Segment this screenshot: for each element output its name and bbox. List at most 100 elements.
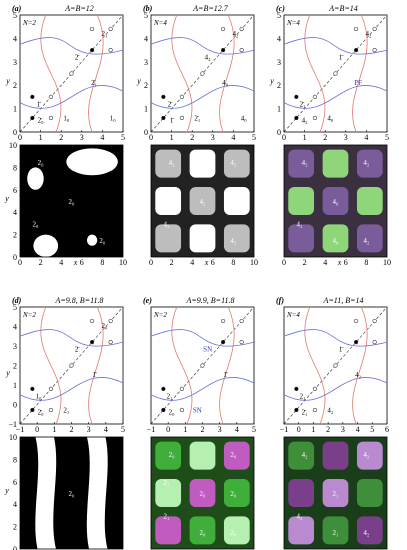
fixed-point	[239, 340, 244, 345]
pattern-tile	[288, 187, 315, 215]
y-tick-label: 4	[13, 500, 17, 509]
x-tick-label: 10	[119, 258, 127, 267]
pattern-plot-f: 4₂2₁4₂4₂2₁4₂0246810x	[283, 436, 388, 550]
x-tick-label: 1	[39, 133, 43, 142]
region-label: 4₂	[169, 159, 176, 167]
cycle-label: 2₁	[101, 30, 107, 38]
pattern-plot-e: 2₀2₀2₁2₀2₀2₀2₁2₀0246810x	[150, 436, 255, 550]
cycle-label: 2₁	[300, 392, 306, 400]
fixed-point	[312, 386, 318, 392]
y-tick-label: 5	[13, 303, 17, 312]
x-tick-label: 5	[252, 425, 256, 434]
cycle-label: 4₀	[327, 114, 334, 122]
region-label: 4₂	[296, 220, 303, 228]
y-axis-label: y	[5, 369, 10, 378]
y-tick-label: 4	[144, 34, 148, 43]
panel-params: A=11, B=14	[323, 296, 364, 305]
pattern-tile	[223, 441, 250, 470]
pattern-frame	[19, 436, 124, 550]
cycle-label: 1̄	[339, 345, 345, 353]
fixed-point	[294, 407, 299, 413]
y-tick-label: 2	[13, 523, 17, 532]
pattern-tile	[288, 441, 315, 470]
pattern-tile	[288, 516, 315, 545]
x-axis-label: x	[73, 258, 78, 267]
region-label: 2₀	[230, 529, 237, 537]
pattern-tile	[322, 479, 349, 507]
x-axis-label: x	[337, 258, 342, 267]
panel-letter: (e)	[143, 296, 152, 305]
pattern-tile	[223, 516, 250, 545]
region-label: 2₁	[163, 512, 169, 520]
fixed-point	[48, 386, 54, 392]
pattern-tile	[223, 479, 250, 507]
y-tick-label: 3	[277, 58, 281, 67]
panel-params: A=B=12	[64, 4, 94, 13]
fixed-point	[312, 407, 318, 413]
y-tick-label: 4	[277, 34, 281, 43]
x-tick-label: 6	[80, 258, 84, 267]
fixed-point	[161, 407, 166, 413]
phase-plot-d: 1₀ 2̄ 1̄ 2̄₀ 2₁ 2₀ N=2 −1 0 1 2 3 4 5 −1 0 1 2 3 4 5 y (d) A=9.…	[5, 296, 125, 434]
cycle-label: 2̄	[168, 100, 174, 108]
y-axis-label: y	[5, 77, 10, 86]
pattern-blob	[66, 148, 118, 176]
fixed-point	[239, 47, 244, 53]
nullcline-red	[40, 14, 104, 133]
nullcline-blue	[283, 37, 388, 109]
region-label: 2₀	[230, 490, 237, 498]
x-axis-label: x	[204, 258, 209, 267]
y-tick-label: 0	[13, 128, 17, 137]
cycle-label: 4₂	[205, 53, 212, 61]
pattern-tile	[189, 224, 216, 253]
region-label: 4₂	[363, 159, 370, 167]
nullcline-red	[304, 306, 368, 425]
region-label: 4₂	[163, 220, 170, 228]
fixed-point	[179, 407, 184, 413]
x-tick-label: 4	[364, 133, 368, 142]
x-tick-label: 0	[166, 425, 170, 434]
y-axis-label: y	[269, 77, 274, 86]
x-tick-label: 3	[341, 425, 345, 434]
x-tick-label: 4	[323, 258, 327, 267]
fixed-point	[89, 26, 95, 32]
pattern-tile	[356, 149, 383, 178]
region-label: 4₂	[363, 529, 370, 537]
y-tick-label: 0	[13, 545, 17, 550]
cycle-label: 2̄₀	[38, 409, 45, 417]
cycle-label: 1̄	[223, 371, 229, 379]
cycle-label: 1₀	[110, 114, 117, 122]
fixed-point	[372, 340, 377, 345]
nullcline-red	[171, 14, 235, 133]
region-label: 4₂	[302, 451, 309, 459]
fixed-point	[108, 47, 113, 53]
x-tick-label: 0	[149, 258, 153, 267]
x-tick-label: 1	[183, 425, 187, 434]
x-tick-label: 2	[170, 258, 174, 267]
panel-letter: (f)	[276, 296, 284, 305]
x-tick-label: 2	[190, 133, 194, 142]
x-tick-label: 10	[250, 258, 258, 267]
cycle-label: 2̄₁	[302, 409, 308, 417]
fixed-point	[69, 71, 74, 76]
y-tick-label: 8	[13, 163, 17, 172]
fixed-point	[161, 386, 166, 392]
fixed-point	[200, 363, 205, 368]
pattern-plot-a: 2₀ 2₀ 2₀ 2₀ 0 2 4 6 8 10 0 2 4 6 8 10 y x	[4, 141, 127, 267]
x-tick-label: 5	[121, 133, 125, 142]
y-tick-label: 1	[144, 105, 148, 114]
cycle-label: 4₂	[232, 30, 239, 38]
pattern-tile	[322, 187, 349, 215]
pattern-tile	[223, 224, 250, 253]
x-tick-label: 6	[385, 425, 389, 434]
fixed-point	[333, 71, 338, 76]
panel-letter: (b)	[143, 4, 153, 13]
pattern-tile	[223, 187, 250, 215]
x-tick-label: 4	[190, 258, 194, 267]
y-tick-label: 5	[13, 11, 17, 20]
fixed-point	[221, 340, 226, 345]
region-label: 2₁	[163, 479, 169, 487]
pattern-tile	[322, 224, 349, 253]
x-tick-label: 4	[356, 425, 360, 434]
